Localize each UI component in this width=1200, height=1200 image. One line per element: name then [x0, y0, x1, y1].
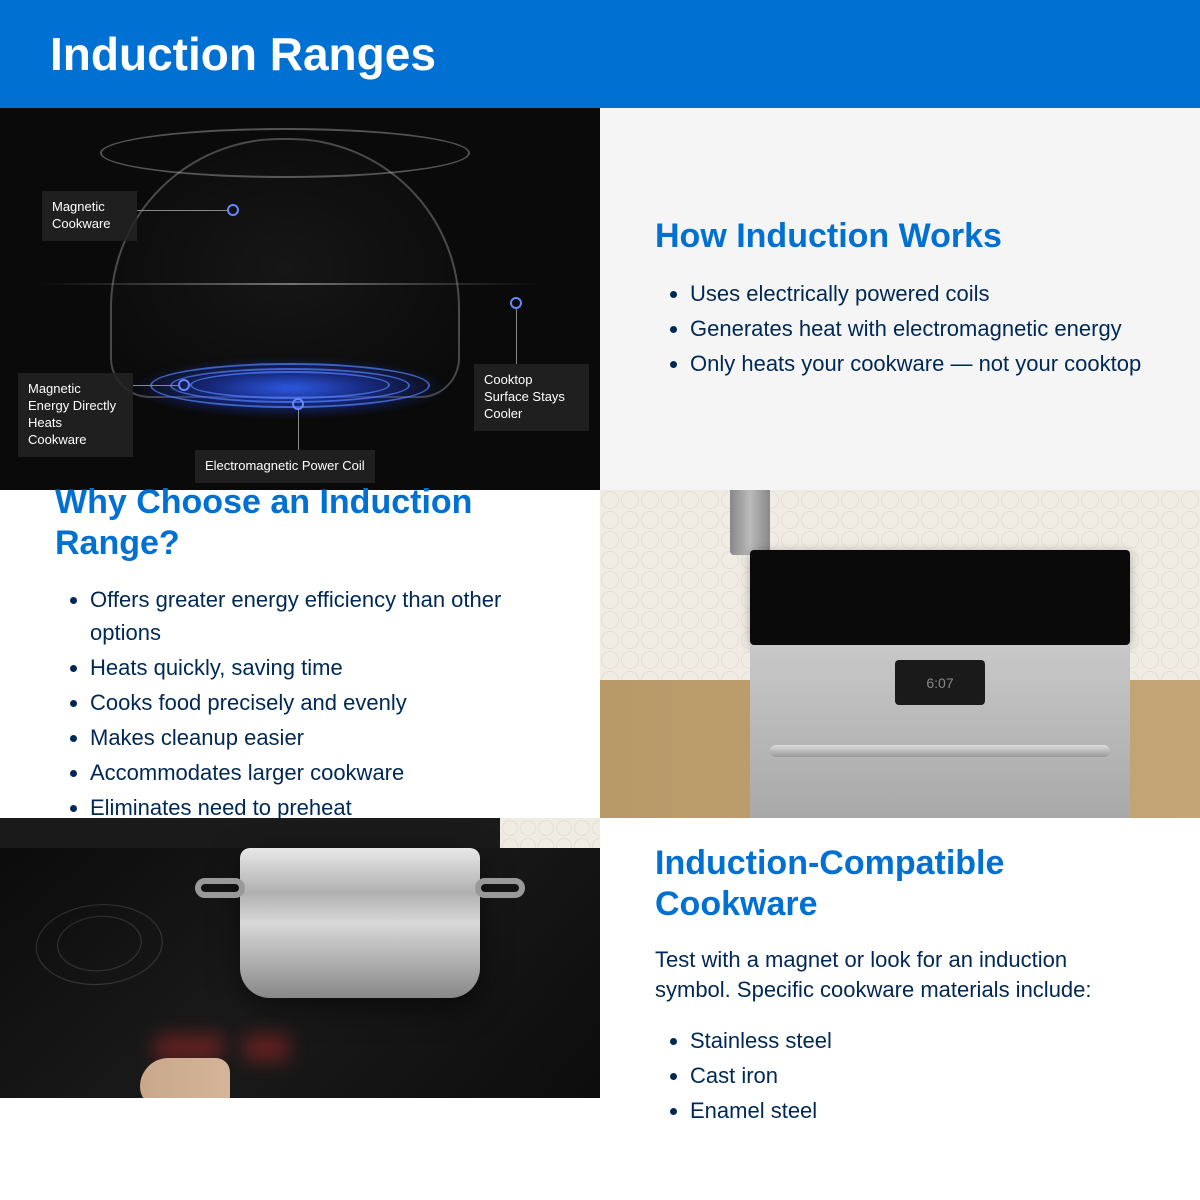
list-item: Cast iron — [690, 1059, 1145, 1092]
kitchen-image: 6:07 — [600, 490, 1200, 818]
list-item: Accommodates larger cookware — [90, 756, 545, 789]
list-item: Generates heat with electromagnetic ener… — [690, 312, 1145, 345]
list-item: Stainless steel — [690, 1024, 1145, 1057]
section-title-how: How Induction Works — [655, 216, 1145, 257]
cookware-list: Stainless steel Cast iron Enamel steel — [655, 1024, 1145, 1129]
how-works-list: Uses electrically powered coils Generate… — [655, 277, 1145, 382]
list-item: Makes cleanup easier — [90, 721, 545, 754]
header-banner: Induction Ranges — [0, 0, 1200, 108]
cookware-content: Induction-Compatible Cookware Test with … — [600, 818, 1200, 1098]
section-why-choose: Why Choose an Induction Range? Offers gr… — [0, 490, 1200, 818]
page-title: Induction Ranges — [50, 27, 436, 81]
section-title-why: Why Choose an Induction Range? — [55, 482, 545, 564]
how-works-content: How Induction Works Uses electrically po… — [600, 108, 1200, 490]
list-item: Offers greater energy efficiency than ot… — [90, 583, 545, 649]
range-display-time: 6:07 — [895, 660, 985, 705]
label-surface: Cooktop Surface Stays Cooler — [474, 364, 589, 431]
cookware-description: Test with a magnet or look for an induct… — [655, 945, 1145, 1007]
section-how-works: Magnetic Cookware Magnetic Energy Direct… — [0, 108, 1200, 490]
label-energy: Magnetic Energy Directly Heats Cookware — [18, 373, 133, 457]
cooktop-image — [0, 818, 600, 1098]
list-item: Heats quickly, saving time — [90, 651, 545, 684]
label-cookware: Magnetic Cookware — [42, 191, 137, 241]
list-item: Only heats your cookware — not your cook… — [690, 347, 1145, 380]
section-cookware: Induction-Compatible Cookware Test with … — [0, 818, 1200, 1200]
list-item: Uses electrically powered coils — [690, 277, 1145, 310]
why-choose-list: Offers greater energy efficiency than ot… — [55, 583, 545, 826]
induction-diagram: Magnetic Cookware Magnetic Energy Direct… — [0, 108, 600, 490]
list-item: Cooks food precisely and evenly — [90, 686, 545, 719]
why-choose-content: Why Choose an Induction Range? Offers gr… — [0, 490, 600, 818]
label-coil: Electromagnetic Power Coil — [195, 450, 375, 483]
list-item: Enamel steel — [690, 1094, 1145, 1127]
section-title-cookware: Induction-Compatible Cookware — [655, 843, 1145, 925]
